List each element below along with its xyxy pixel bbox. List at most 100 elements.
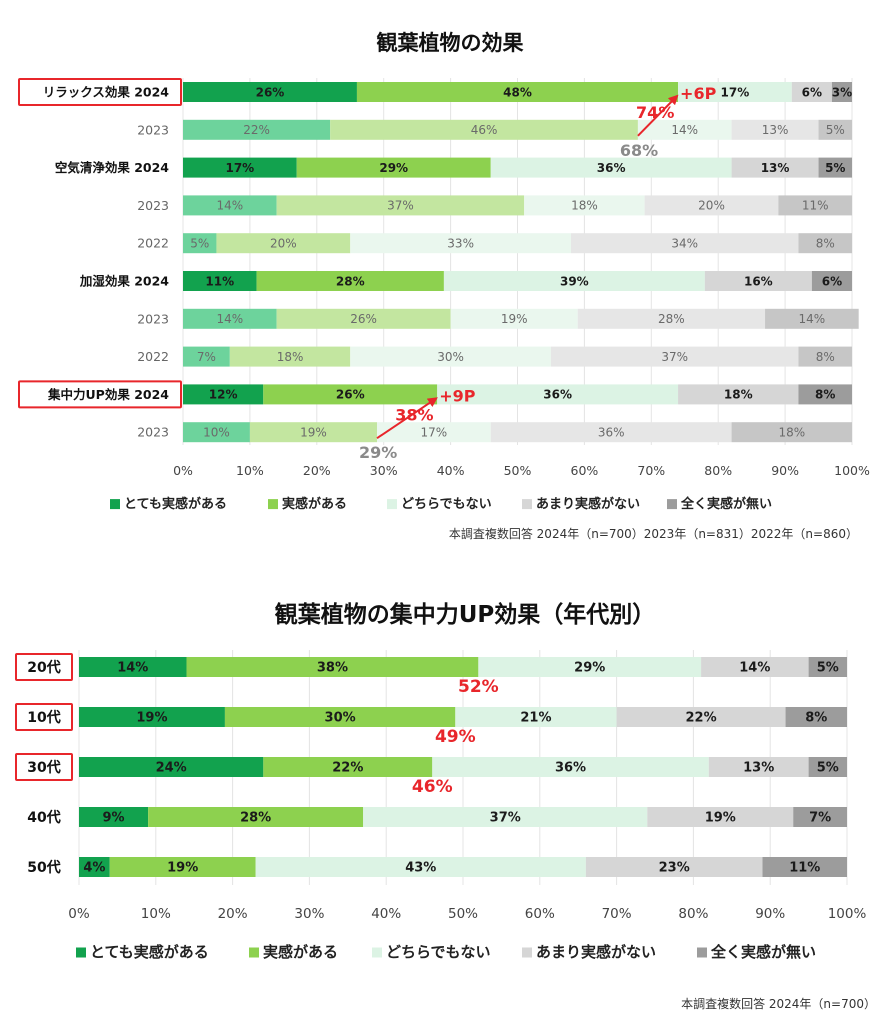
highlight-box bbox=[15, 753, 73, 781]
data-label: 26% bbox=[256, 85, 285, 99]
bar-segment bbox=[585, 857, 763, 877]
bar-segment bbox=[490, 157, 732, 178]
data-label: 16% bbox=[744, 274, 773, 288]
chart2-title: 観葉植物の集中力UP効果（年代別） bbox=[275, 601, 656, 628]
legend-swatch bbox=[522, 499, 532, 510]
data-label: 30% bbox=[437, 350, 464, 364]
data-label: 37% bbox=[387, 199, 414, 213]
bar-segment bbox=[818, 119, 852, 140]
data-label: 8% bbox=[805, 711, 827, 726]
bar-segment bbox=[550, 346, 799, 367]
data-label: 17% bbox=[421, 426, 448, 440]
bar-segment bbox=[183, 271, 257, 291]
bar-segment bbox=[276, 195, 525, 216]
data-label: 11% bbox=[802, 199, 829, 213]
bar-segment bbox=[577, 308, 766, 329]
legend-label: とても実感がある bbox=[90, 943, 209, 961]
bar-segment bbox=[79, 657, 187, 677]
bar-segment bbox=[450, 308, 578, 329]
category-label: 40代 bbox=[27, 809, 60, 826]
total-label: 49% bbox=[435, 727, 476, 747]
increase-arrow bbox=[376, 397, 438, 440]
chart1-x-ticks: 0% 10% 20% 30% 40% 50% 60% 70% 80% 90% 100% bbox=[173, 463, 870, 478]
data-label: 5% bbox=[825, 161, 845, 175]
category-label: 20代 bbox=[27, 659, 60, 676]
data-label: 8% bbox=[816, 350, 835, 364]
bar-segment bbox=[183, 308, 277, 329]
data-label: 28% bbox=[658, 312, 685, 326]
data-label: 19% bbox=[501, 312, 528, 326]
bar-segment bbox=[701, 657, 809, 677]
legend-label: どちらでもない bbox=[386, 943, 491, 961]
legend-swatch bbox=[110, 499, 120, 510]
highlight-box bbox=[18, 380, 182, 409]
bar-segment bbox=[731, 119, 819, 140]
data-label: 23% bbox=[659, 861, 690, 876]
chart2-legend: とても実感がある 実感がある どちらでもない あまり実感がない 全く実感が無い bbox=[76, 943, 816, 961]
data-label: 26% bbox=[350, 312, 377, 326]
bar-segment bbox=[183, 82, 357, 102]
data-label: 14% bbox=[739, 661, 770, 676]
category-label: 集中力UP効果 2024 bbox=[47, 387, 169, 402]
x-tick-label: 40% bbox=[371, 906, 401, 922]
data-label: 13% bbox=[743, 761, 774, 776]
chart1-bars: 26% 48% 17% 6% 3% 22% 46% 14% 13% 5% 17% 29% 36% 13% 5… bbox=[183, 82, 859, 443]
bar-segment bbox=[798, 384, 852, 405]
x-tick-label: 30% bbox=[294, 906, 324, 922]
chart1-title: 観葉植物の効果 bbox=[377, 31, 524, 55]
data-label: 14% bbox=[216, 312, 243, 326]
data-label: 37% bbox=[661, 350, 688, 364]
bar-segment bbox=[778, 195, 852, 216]
bar-segment bbox=[79, 707, 225, 727]
bar-segment bbox=[678, 82, 792, 102]
bar-segment bbox=[109, 857, 256, 877]
x-tick-label: 30% bbox=[370, 463, 398, 478]
data-label: 43% bbox=[405, 861, 436, 876]
bar-segment bbox=[490, 422, 732, 443]
x-tick-label: 90% bbox=[771, 463, 799, 478]
data-label: 39% bbox=[560, 274, 589, 288]
chart1-note: 本調査複数回答 2024年（n=700）2023年（n=831）2022年（n=… bbox=[449, 526, 858, 541]
bar-segment bbox=[798, 233, 852, 254]
delta-label: +9P bbox=[439, 386, 476, 405]
bar-segment bbox=[432, 757, 709, 777]
chart-focus-by-age: 観葉植物の集中力UP効果（年代別） 14% 38% 29% 14% 5% 19% 30% 21… bbox=[15, 601, 876, 1011]
bar-segment bbox=[350, 346, 551, 367]
data-label: 22% bbox=[243, 123, 270, 137]
x-tick-label: 100% bbox=[834, 463, 870, 478]
data-label: 22% bbox=[332, 761, 363, 776]
data-label: 5% bbox=[817, 661, 839, 676]
data-label: 13% bbox=[761, 161, 790, 175]
bar-segment bbox=[731, 422, 852, 443]
bar-segment bbox=[791, 82, 832, 102]
bar-segment bbox=[229, 346, 351, 367]
bar-segment bbox=[765, 308, 859, 329]
data-label: 20% bbox=[270, 237, 297, 251]
x-tick-label: 60% bbox=[525, 906, 555, 922]
data-label: 36% bbox=[555, 761, 586, 776]
category-label: 空気清浄効果 2024 bbox=[55, 160, 169, 175]
data-label: 6% bbox=[802, 85, 822, 99]
bar-segment bbox=[455, 707, 617, 727]
bar-segment bbox=[644, 195, 779, 216]
data-label: 10% bbox=[203, 426, 230, 440]
highlight-box bbox=[15, 653, 73, 681]
x-tick-label: 20% bbox=[303, 463, 331, 478]
data-label: 14% bbox=[799, 312, 826, 326]
bar-segment bbox=[183, 195, 277, 216]
bar-segment bbox=[330, 119, 638, 140]
legend-swatch bbox=[522, 947, 532, 958]
bar-segment bbox=[350, 233, 572, 254]
bar-segment bbox=[183, 422, 250, 443]
data-label: 19% bbox=[167, 861, 198, 876]
bar-segment bbox=[183, 233, 217, 254]
bar-segment bbox=[793, 807, 847, 827]
bar-segment bbox=[296, 157, 491, 178]
bar-segment bbox=[249, 422, 378, 443]
data-label: 18% bbox=[277, 350, 304, 364]
data-label: 5% bbox=[190, 237, 209, 251]
bar-segment bbox=[183, 346, 230, 367]
bar-segment bbox=[363, 807, 648, 827]
total-label: 46% bbox=[412, 777, 453, 797]
x-tick-label: 60% bbox=[571, 463, 599, 478]
